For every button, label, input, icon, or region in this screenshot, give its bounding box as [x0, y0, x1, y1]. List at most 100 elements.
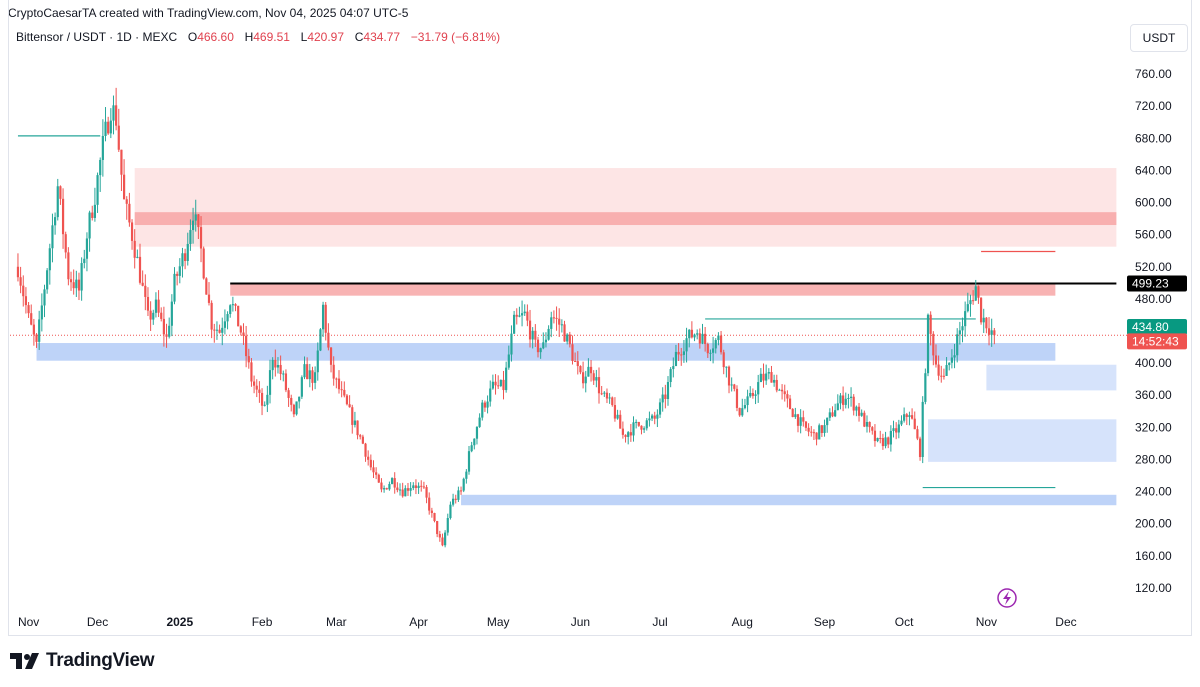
zone-supply-0	[134, 168, 1117, 247]
candle	[367, 450, 370, 466]
candle	[757, 374, 760, 403]
candle	[120, 149, 123, 192]
candle	[563, 320, 566, 342]
candle	[719, 330, 723, 355]
candle	[279, 355, 282, 381]
candle	[154, 292, 158, 318]
candle	[56, 178, 59, 221]
candle	[977, 285, 980, 304]
price-tick-label: 560.00	[1135, 228, 1172, 242]
candle	[879, 430, 882, 444]
price-tick-label: 200.00	[1135, 517, 1172, 531]
candle	[711, 336, 715, 364]
candle	[361, 434, 364, 445]
candle	[353, 411, 357, 428]
candle	[696, 329, 699, 340]
candle	[717, 332, 720, 346]
candle	[661, 387, 664, 412]
candle	[627, 431, 630, 445]
zones-layer	[36, 168, 1117, 506]
candle	[964, 301, 967, 337]
candle	[88, 210, 91, 252]
candle	[791, 408, 794, 418]
candle	[884, 431, 887, 449]
candle	[783, 384, 786, 402]
candle	[245, 325, 248, 368]
candle	[815, 432, 818, 446]
candle	[770, 365, 773, 383]
candle	[72, 269, 75, 295]
low-value: 420.97	[307, 30, 345, 44]
candle	[276, 357, 280, 374]
candle	[268, 359, 272, 404]
candle	[369, 454, 372, 471]
candle	[547, 325, 550, 341]
candle	[640, 425, 643, 435]
candle	[844, 392, 847, 409]
candle	[863, 410, 866, 428]
candle	[319, 328, 322, 352]
candle	[438, 530, 441, 542]
candle	[574, 352, 577, 362]
candle	[497, 375, 500, 390]
candle	[849, 387, 853, 407]
candle	[857, 402, 861, 422]
candle	[409, 482, 412, 497]
price-tick-label: 320.00	[1135, 420, 1172, 434]
candle	[972, 290, 975, 305]
candle	[505, 361, 508, 393]
candle	[284, 369, 288, 393]
candle	[136, 249, 139, 259]
chart-attribution: CryptoCaesarTA created with TradingView.…	[8, 6, 409, 20]
candle	[446, 513, 449, 536]
candle	[727, 365, 731, 394]
candle	[260, 388, 264, 416]
candle	[581, 361, 585, 389]
candle	[924, 368, 927, 405]
candle	[741, 398, 744, 417]
candle	[191, 207, 195, 244]
candle	[457, 486, 460, 502]
candle	[486, 395, 489, 414]
candle	[579, 365, 582, 375]
candle	[141, 270, 144, 287]
candle	[502, 370, 505, 400]
candle	[396, 482, 399, 493]
candle	[343, 381, 346, 398]
candle	[828, 408, 831, 421]
candle	[855, 405, 858, 417]
candle	[823, 419, 826, 437]
candle	[520, 300, 524, 327]
candle	[173, 267, 176, 305]
close-label: C	[354, 30, 364, 44]
symbol-name[interactable]: Bittensor / USDT · 1D · MEXC	[16, 30, 178, 44]
candle	[558, 308, 561, 338]
candle	[499, 379, 502, 388]
close-value: 434.77	[363, 30, 401, 44]
candle	[942, 368, 946, 380]
candle	[234, 303, 237, 312]
candle	[459, 486, 463, 495]
candle	[125, 196, 128, 220]
price-tick-label: 720.00	[1135, 99, 1172, 113]
candle	[433, 512, 436, 523]
candle	[117, 108, 120, 152]
candle	[404, 485, 407, 497]
candle	[231, 296, 234, 312]
candle	[165, 323, 168, 348]
lightning-icon[interactable]	[997, 588, 1017, 608]
candle	[197, 213, 200, 239]
candle	[252, 375, 256, 394]
currency-button[interactable]: USDT	[1130, 24, 1188, 52]
candle	[765, 364, 768, 385]
candle	[30, 304, 33, 326]
candle	[24, 287, 28, 314]
candle	[566, 333, 569, 345]
candle	[860, 409, 863, 417]
candle	[600, 385, 603, 396]
candle	[242, 323, 245, 345]
candle	[64, 231, 67, 259]
candle	[929, 311, 932, 346]
candle	[831, 406, 834, 418]
